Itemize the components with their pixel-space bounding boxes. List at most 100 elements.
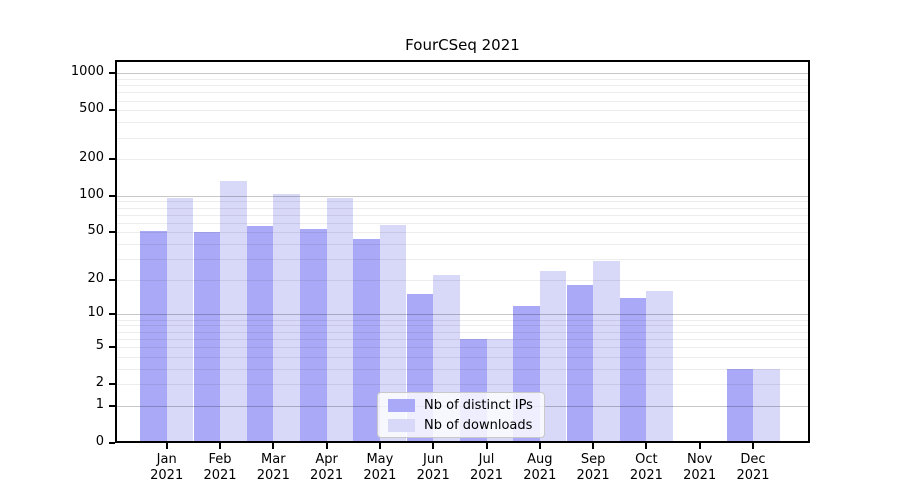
x-tick-year: 2021 (683, 468, 717, 483)
x-tick-label: Jan 2021 (135, 452, 199, 484)
bar-distinct-ips-mar (246, 226, 274, 443)
bar-downloads-dec (753, 368, 780, 443)
y-tick-label: 2 (95, 374, 104, 390)
x-tick-year: 2021 (523, 468, 557, 483)
gridline-minor (117, 201, 808, 203)
x-tick-month: Aug (527, 452, 553, 467)
x-tick-label: Oct 2021 (614, 452, 678, 484)
x-tick-label: Jun 2021 (401, 452, 465, 484)
x-tick-year: 2021 (256, 468, 290, 483)
legend-label-downloads: Nb of downloads (424, 417, 533, 433)
y-tick-label: 100 (79, 186, 104, 202)
legend-swatch-distinct-ips (388, 398, 415, 412)
bar-distinct-ips-feb (193, 232, 220, 443)
gridline-minor (117, 325, 808, 327)
x-tick-month: Dec (740, 452, 766, 467)
legend: Nb of distinct IPs Nb of downloads (377, 392, 545, 438)
y-tick-mark (109, 109, 115, 112)
gridline-major (117, 195, 808, 197)
y-tick-label: 1000 (70, 64, 104, 80)
gridline-minor (117, 92, 808, 94)
x-tick-month: Oct (635, 452, 658, 467)
x-tick-label: Apr 2021 (295, 452, 359, 484)
x-tick-year: 2021 (736, 468, 770, 483)
x-tick-mark (645, 443, 648, 449)
bar-distinct-ips-apr (300, 229, 327, 443)
x-tick-label: Jul 2021 (455, 452, 519, 484)
y-tick-mark (109, 441, 115, 444)
y-tick-mark (109, 278, 115, 281)
y-tick-label: 20 (87, 270, 104, 286)
bar-distinct-ips-jan (140, 231, 167, 443)
bar-downloads-sep (593, 260, 620, 443)
x-tick-label: Nov 2021 (668, 452, 732, 484)
gridline-minor (117, 331, 808, 333)
legend-item-distinct-ips: Nb of distinct IPs (388, 397, 544, 414)
x-tick-year: 2021 (629, 468, 663, 483)
y-tick-label: 0 (95, 433, 104, 449)
gridline-minor (117, 346, 808, 348)
x-tick-mark (538, 443, 541, 449)
bar-distinct-ips-oct (619, 297, 647, 443)
x-tick-year: 2021 (150, 468, 184, 483)
x-tick-mark (378, 443, 381, 449)
x-tick-year: 2021 (310, 468, 344, 483)
x-tick-month: Mar (261, 452, 286, 467)
x-tick-mark (165, 443, 168, 449)
y-tick-mark (109, 231, 115, 234)
y-tick-mark (109, 72, 115, 75)
gridline-minor (117, 259, 808, 261)
y-tick-label: 5 (95, 337, 104, 353)
gridline-minor (117, 214, 808, 216)
gridline-minor (117, 368, 808, 370)
x-tick-year: 2021 (576, 468, 610, 483)
x-tick-year: 2021 (363, 468, 397, 483)
gridline-minor (117, 110, 808, 112)
x-tick-month: Feb (208, 452, 232, 467)
gridline-minor (117, 137, 808, 139)
gridline-minor (117, 159, 808, 161)
gridline-minor (117, 338, 808, 340)
x-tick-year: 2021 (416, 468, 450, 483)
x-tick-mark (325, 443, 328, 449)
gridline-minor (117, 383, 808, 385)
y-tick-mark (109, 158, 115, 161)
y-tick-mark (109, 345, 115, 348)
x-tick-label: Mar 2021 (241, 452, 305, 484)
x-tick-mark (698, 443, 701, 449)
y-tick-mark (109, 313, 115, 316)
legend-swatch-downloads (388, 418, 415, 432)
x-tick-year: 2021 (203, 468, 237, 483)
x-tick-mark (219, 443, 221, 449)
gridline-minor (117, 122, 808, 124)
legend-label-distinct-ips: Nb of distinct IPs (424, 397, 533, 413)
y-tick-label: 500 (79, 101, 104, 117)
x-tick-month: Sep (580, 452, 606, 467)
x-tick-mark (485, 443, 488, 449)
gridline-minor (117, 222, 808, 224)
x-tick-month: Apr (315, 452, 338, 467)
x-tick-label: Feb 2021 (188, 452, 252, 484)
gridline-minor (117, 244, 808, 246)
x-tick-month: Jul (478, 452, 495, 467)
x-tick-month: Jan (156, 452, 177, 467)
gridline-major (117, 314, 808, 316)
bar-distinct-ips-sep (566, 285, 594, 443)
y-tick-label: 50 (87, 223, 104, 239)
y-tick-mark (109, 194, 115, 197)
y-tick-label: 10 (87, 305, 104, 321)
bar-downloads-oct (646, 291, 673, 443)
y-tick-label: 200 (79, 150, 104, 166)
x-tick-month: Jun (423, 452, 444, 467)
legend-item-downloads: Nb of downloads (388, 417, 544, 434)
x-tick-label: Aug 2021 (508, 452, 572, 484)
x-tick-month: May (366, 452, 394, 467)
gridline-minor (117, 232, 808, 234)
gridline-minor (117, 85, 808, 87)
gridline-minor (117, 100, 808, 102)
gridline-minor (117, 356, 808, 358)
x-tick-label: May 2021 (348, 452, 412, 484)
gridline-minor (117, 207, 808, 209)
x-tick-mark (272, 443, 275, 449)
